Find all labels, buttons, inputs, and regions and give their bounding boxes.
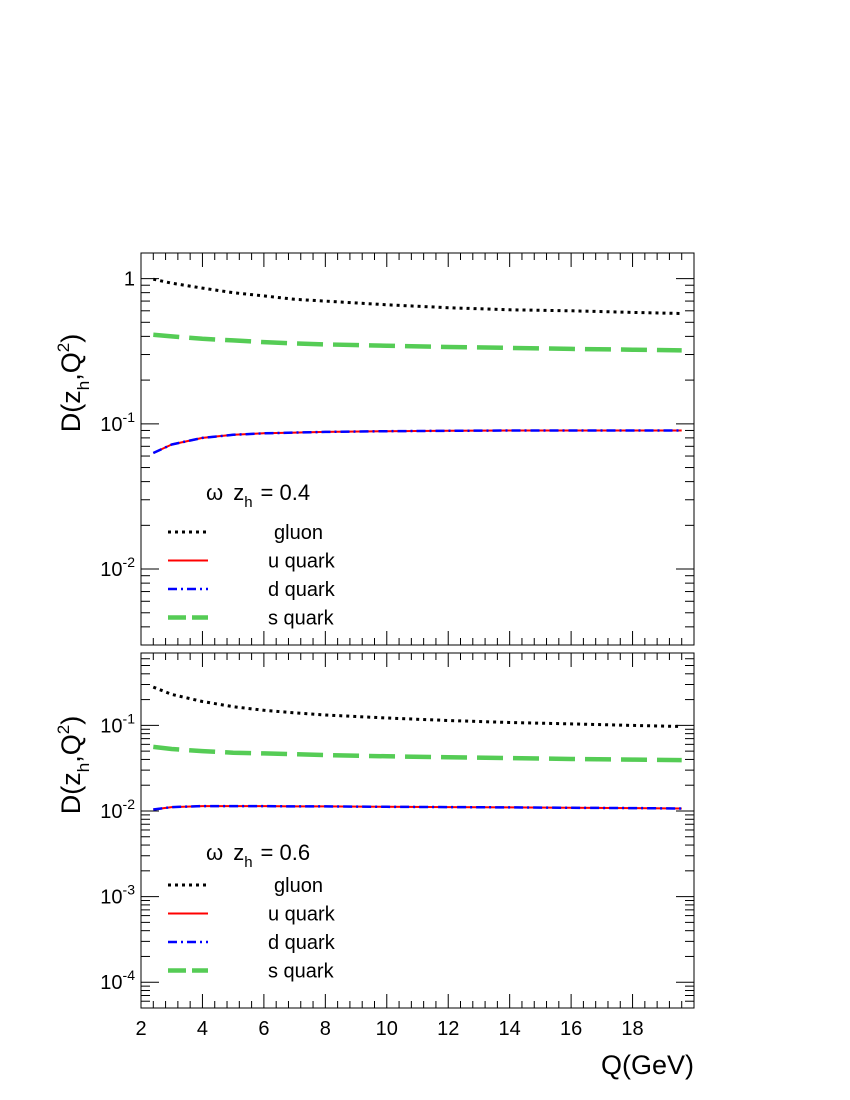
- legend-label: u quark: [268, 551, 336, 573]
- legend-label: u quark: [268, 904, 336, 926]
- top-panel: 1 10-1 10-2 D(zh,Q2) ω zh = 0.4 gluon u quark d q…: [54, 252, 695, 646]
- x-tick-label: 10: [376, 1018, 398, 1040]
- legend-label: gluon: [274, 875, 323, 897]
- x-tick-label: 6: [258, 1018, 269, 1040]
- annotation-label: ω zh = 0.4: [206, 480, 310, 511]
- bottom-panel: 10-1 10-2 10-3 10-4 2 4 6 8 10 12 14 16 18 D(zh,Q2) Q(…: [54, 652, 695, 1080]
- x-tick-label: 2: [135, 1018, 146, 1040]
- series-line-d-quark: [153, 804, 682, 811]
- x-tick-label: 12: [437, 1018, 459, 1040]
- legend-label: s quark: [268, 608, 335, 630]
- x-tick-label: 18: [621, 1018, 643, 1040]
- y-axis-title: D(zh,Q2): [54, 334, 93, 432]
- y-tick-label: 10-1: [100, 710, 135, 737]
- x-tick-label: 16: [560, 1018, 582, 1040]
- x-tick-label: 4: [197, 1018, 208, 1040]
- legend-label: d quark: [268, 579, 336, 601]
- legend-label: s quark: [268, 961, 335, 983]
- series-line-s-quark: [153, 332, 682, 353]
- x-axis-title: Q(GeV): [601, 1050, 694, 1080]
- plot-frame: [140, 652, 695, 1009]
- legend-label: d quark: [268, 932, 336, 954]
- x-tick-label: 8: [320, 1018, 331, 1040]
- y-tick-label: 1: [124, 269, 135, 291]
- series-line-s-quark: [153, 744, 682, 763]
- y-axis-title: D(zh,Q2): [54, 716, 93, 814]
- plot-frame: [140, 252, 695, 646]
- series-line-gluon: [152, 685, 682, 728]
- annotation-label: ω zh = 0.6: [206, 840, 310, 871]
- y-tick-label: 10-3: [100, 882, 135, 909]
- y-tick-label: 10-2: [100, 554, 135, 581]
- y-tick-label: 10-1: [100, 409, 135, 436]
- x-tick-label: 14: [499, 1018, 521, 1040]
- series-line-gluon: [152, 277, 682, 315]
- series-line-d-quark: [152, 429, 682, 455]
- y-tick-label: 10-2: [100, 796, 135, 823]
- y-tick-label: 10-4: [100, 967, 135, 994]
- legend-label: gluon: [274, 522, 323, 544]
